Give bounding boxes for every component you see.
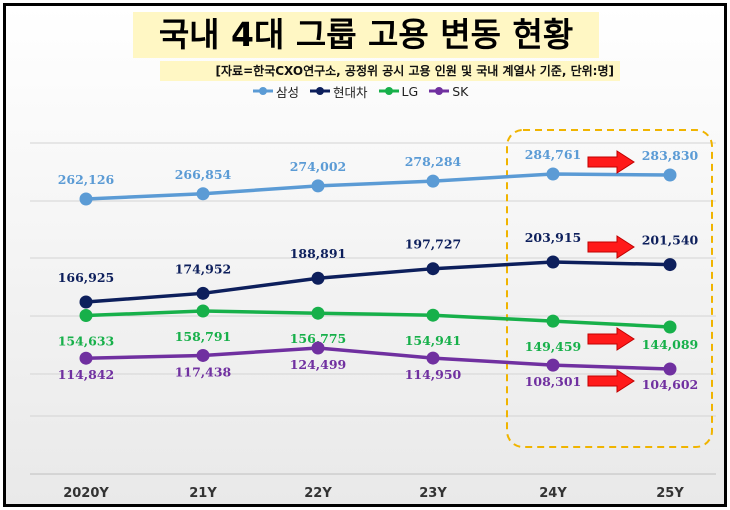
data-label: 197,727: [405, 237, 462, 252]
data-label: 266,854: [175, 167, 232, 182]
data-label: 166,925: [58, 270, 115, 285]
data-point: [546, 314, 560, 328]
data-label: 262,126: [58, 172, 115, 187]
chart-frame: [3, 3, 727, 507]
legend-marker-icon: [429, 87, 450, 95]
legend-marker-icon: [378, 87, 399, 95]
data-label: 108,301: [525, 374, 582, 389]
data-point: [311, 271, 325, 285]
data-point: [426, 351, 440, 365]
legend-label: SK: [452, 83, 469, 99]
data-label: 124,499: [290, 357, 347, 372]
data-label: 158,791: [175, 329, 232, 344]
data-point: [663, 258, 677, 272]
chart-subtitle: [자료=한국CXO연구소, 공정위 공시 고용 인원 및 국내 계열사 기준, …: [160, 61, 620, 81]
data-label: 203,915: [525, 230, 582, 245]
data-label: 156,775: [290, 331, 347, 346]
data-label: 117,438: [175, 364, 232, 379]
red-arrow-icon: [587, 327, 635, 351]
highlight-box: [506, 129, 713, 448]
x-tick-label: 22Y: [304, 486, 332, 501]
data-point: [546, 358, 560, 372]
data-point: [311, 306, 325, 320]
data-point: [426, 174, 440, 188]
data-label: 149,459: [525, 339, 582, 354]
legend: 삼성 현대차 LG SK: [252, 82, 468, 100]
data-point: [79, 295, 93, 309]
series-line: [85, 260, 671, 304]
title-background: [133, 12, 599, 58]
data-label: 278,284: [405, 154, 462, 169]
x-tick-label: 2020Y: [63, 486, 109, 501]
data-label: 201,540: [642, 233, 699, 248]
red-arrow-icon: [587, 369, 635, 393]
data-label: 283,830: [642, 148, 699, 163]
legend-label: 삼성: [276, 84, 300, 100]
data-label: 174,952: [175, 261, 232, 276]
data-label: 114,950: [405, 367, 462, 382]
data-label: 188,891: [290, 246, 347, 261]
legend-marker-icon: [310, 87, 331, 95]
data-point: [196, 286, 210, 300]
data-point: [311, 179, 325, 193]
legend-item: 삼성: [252, 82, 299, 100]
data-label: 114,842: [58, 367, 115, 382]
legend-item: SK: [428, 82, 468, 100]
chart-title: 국내 4대 그룹 고용 변동 현황: [158, 15, 574, 54]
data-point: [663, 168, 677, 182]
legend-label: 현대차: [333, 84, 368, 100]
data-point: [663, 362, 677, 376]
data-point: [426, 308, 440, 322]
series-line: [85, 346, 671, 371]
data-point: [546, 167, 560, 181]
data-point: [196, 348, 210, 362]
legend-label: LG: [401, 83, 419, 99]
x-tick-label: 24Y: [539, 486, 567, 501]
data-point: [311, 341, 325, 355]
legend-item: 현대차: [309, 82, 368, 100]
data-point: [196, 187, 210, 201]
legend-item: LG: [378, 82, 419, 100]
data-label: 104,602: [642, 377, 699, 392]
data-point: [546, 255, 560, 269]
data-label: 154,633: [58, 334, 115, 349]
data-point: [79, 351, 93, 365]
x-tick-label: 23Y: [419, 486, 447, 501]
data-label: 154,941: [405, 333, 462, 348]
data-label: 284,761: [525, 147, 582, 162]
data-label: 144,089: [642, 337, 699, 352]
red-arrow-icon: [587, 235, 635, 259]
series-line: [85, 172, 671, 201]
legend-marker-icon: [253, 87, 273, 95]
data-point: [79, 309, 93, 323]
x-tick-label: 21Y: [189, 486, 217, 501]
data-label: 274,002: [290, 159, 347, 174]
data-point: [79, 192, 93, 206]
data-point: [196, 304, 210, 318]
data-point: [663, 320, 677, 334]
red-arrow-icon: [587, 150, 635, 174]
data-point: [426, 262, 440, 276]
series-line: [85, 309, 671, 329]
x-tick-label: 25Y: [656, 486, 684, 501]
